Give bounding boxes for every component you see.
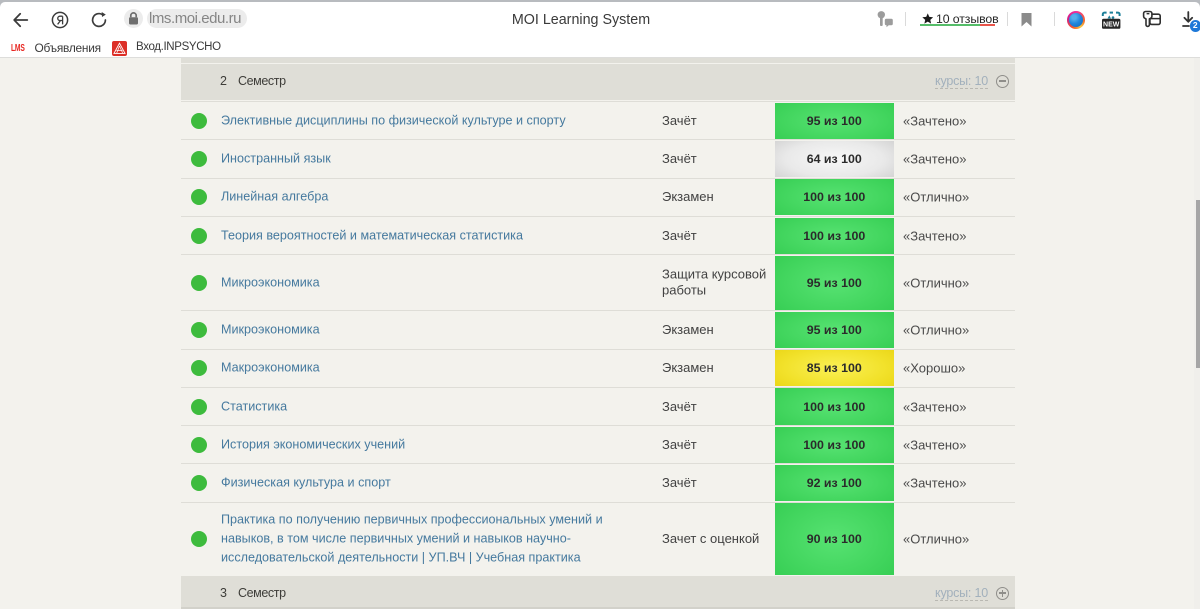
svg-text:NEW: NEW <box>1103 21 1120 28</box>
